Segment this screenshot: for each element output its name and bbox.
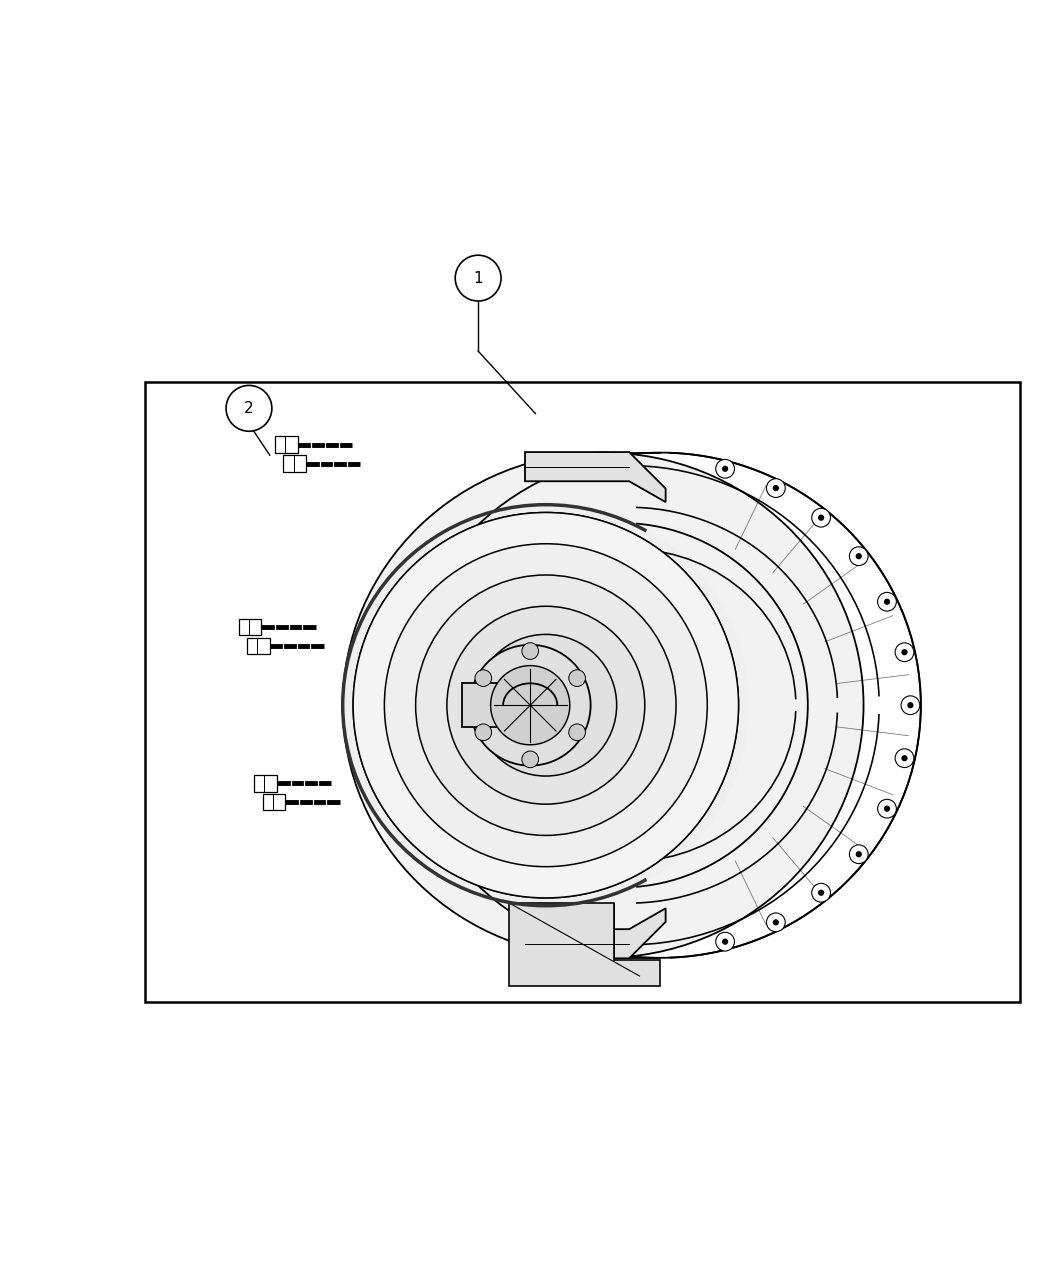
Circle shape: [884, 599, 890, 604]
Circle shape: [773, 919, 779, 926]
Polygon shape: [525, 908, 666, 959]
Text: 1: 1: [474, 270, 483, 286]
Circle shape: [901, 649, 907, 655]
Circle shape: [569, 669, 586, 686]
Circle shape: [856, 553, 862, 560]
Circle shape: [722, 938, 729, 945]
Circle shape: [818, 890, 824, 896]
Circle shape: [812, 509, 831, 527]
Circle shape: [716, 932, 735, 951]
Bar: [275, 436, 298, 453]
Bar: [254, 775, 277, 792]
Circle shape: [901, 696, 920, 714]
Circle shape: [849, 547, 868, 566]
Circle shape: [849, 845, 868, 863]
Circle shape: [384, 543, 708, 867]
Circle shape: [766, 913, 785, 932]
Polygon shape: [509, 903, 660, 987]
Circle shape: [895, 643, 914, 662]
Circle shape: [475, 724, 491, 741]
Circle shape: [716, 459, 735, 478]
Circle shape: [416, 575, 676, 835]
Circle shape: [895, 748, 914, 768]
Circle shape: [773, 484, 779, 491]
Circle shape: [469, 645, 590, 765]
Text: 2: 2: [245, 400, 254, 416]
Ellipse shape: [342, 453, 863, 958]
Circle shape: [342, 502, 749, 908]
Circle shape: [722, 465, 729, 472]
Circle shape: [812, 884, 831, 903]
Circle shape: [226, 385, 272, 431]
Circle shape: [353, 513, 738, 898]
Bar: [262, 794, 286, 811]
Circle shape: [878, 593, 897, 611]
Circle shape: [456, 255, 501, 301]
Bar: [284, 455, 307, 472]
Bar: [247, 638, 270, 654]
Bar: [462, 683, 530, 727]
Circle shape: [522, 751, 539, 768]
Bar: [145, 382, 1020, 1002]
Circle shape: [818, 515, 824, 520]
Circle shape: [522, 643, 539, 659]
Polygon shape: [525, 453, 666, 502]
Circle shape: [907, 703, 914, 709]
Circle shape: [884, 806, 890, 812]
Circle shape: [901, 755, 907, 761]
Circle shape: [878, 799, 897, 819]
Bar: [238, 618, 261, 635]
Circle shape: [447, 606, 645, 805]
Circle shape: [766, 478, 785, 497]
Circle shape: [475, 635, 616, 776]
Circle shape: [490, 666, 570, 745]
Circle shape: [475, 669, 491, 686]
Circle shape: [569, 724, 586, 741]
Circle shape: [856, 852, 862, 857]
